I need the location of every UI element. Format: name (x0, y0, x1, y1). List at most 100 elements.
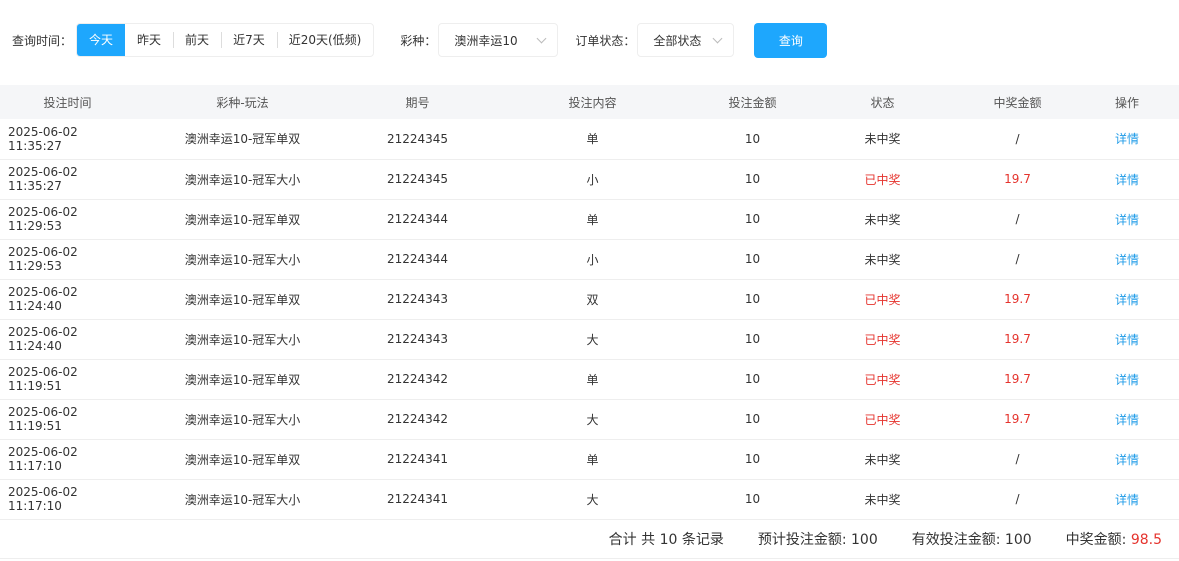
time-option[interactable]: 近7天 (221, 24, 277, 56)
lottery-play: 澳洲幸运10-冠军单双 (135, 119, 350, 160)
expected-value: 100 (851, 531, 878, 548)
table-row: 2025-06-02 11:19:51 澳洲幸运10-冠军单双 21224342 单 1… (0, 359, 1179, 400)
issue-number: 21224342 (350, 399, 485, 440)
lottery-play: 澳洲幸运10-冠军大小 (135, 159, 350, 200)
issue-number: 21224343 (350, 279, 485, 320)
bet-amount: 10 (700, 359, 805, 400)
time-option[interactable]: 今天 (77, 24, 126, 56)
bet-amount: 10 (700, 119, 805, 160)
bet-time: 2025-06-02 11:17:10 (0, 479, 135, 520)
win-amount: / (960, 239, 1075, 280)
win-amount: / (960, 199, 1075, 240)
details-link[interactable]: 详情 (1075, 119, 1179, 160)
valid-label: 有效投注金额: (911, 531, 1005, 548)
lottery-play: 澳洲幸运10-冠军单双 (135, 439, 350, 480)
table-row: 2025-06-02 11:19:51 澳洲幸运10-冠军大小 21224342 大 1… (0, 399, 1179, 440)
lottery-select[interactable]: 澳洲幸运10 (438, 23, 559, 57)
details-link[interactable]: 详情 (1075, 319, 1179, 360)
column-header: 彩种-玩法 (135, 85, 350, 119)
win-label: 中奖金额: (1065, 531, 1131, 548)
bet-content: 大 (485, 479, 700, 520)
status: 已中奖 (805, 359, 960, 400)
win-amount: 19.7 (960, 399, 1075, 440)
status: 已中奖 (805, 399, 960, 440)
bet-content: 大 (485, 319, 700, 360)
bet-time: 2025-06-02 11:35:27 (0, 159, 135, 200)
bet-amount: 10 (700, 279, 805, 320)
table-row: 2025-06-02 11:29:53 澳洲幸运10-冠军大小 21224344 小 1… (0, 239, 1179, 280)
issue-number: 21224344 (350, 239, 485, 280)
bet-time: 2025-06-02 11:29:53 (0, 239, 135, 280)
column-header: 投注内容 (485, 85, 700, 119)
details-link[interactable]: 详情 (1075, 359, 1179, 400)
status-select[interactable]: 全部状态 (637, 23, 735, 57)
column-header: 投注时间 (0, 85, 135, 119)
bet-records-table: 投注时间 彩种-玩法 期号 投注内容 投注金额 状态 中奖金额 操作 2025-06-02 1… (0, 85, 1179, 520)
time-option[interactable]: 近20天(低频) (276, 24, 374, 56)
issue-number: 21224345 (350, 119, 485, 160)
chevron-down-icon (712, 33, 723, 43)
win-amount: 中奖金额: 98.5 (1066, 529, 1162, 549)
details-link[interactable]: 详情 (1075, 279, 1179, 320)
win-amount: / (960, 439, 1075, 480)
lottery-play: 澳洲幸运10-冠军大小 (135, 399, 350, 440)
chevron-down-icon (536, 33, 547, 43)
details-link[interactable]: 详情 (1075, 439, 1179, 480)
status: 未中奖 (805, 479, 960, 520)
time-option[interactable]: 前天 (173, 24, 221, 56)
issue-number: 21224343 (350, 319, 485, 360)
status: 已中奖 (805, 279, 960, 320)
column-header: 投注金额 (700, 85, 805, 119)
issue-number: 21224345 (350, 159, 485, 200)
status: 未中奖 (805, 119, 960, 160)
column-header: 中奖金额 (960, 85, 1075, 119)
issue-number: 21224341 (350, 439, 485, 480)
bet-content: 单 (485, 199, 700, 240)
time-range-segmented: 今天 昨天 前天 近7天 近20天(低频) (76, 23, 375, 57)
details-link[interactable]: 详情 (1075, 199, 1179, 240)
details-link[interactable]: 详情 (1075, 159, 1179, 200)
bet-amount: 10 (700, 199, 805, 240)
bet-time: 2025-06-02 11:29:53 (0, 199, 135, 240)
table-header: 投注时间 彩种-玩法 期号 投注内容 投注金额 状态 中奖金额 操作 (0, 85, 1179, 119)
details-link[interactable]: 详情 (1075, 479, 1179, 520)
time-label: 查询时间： (12, 33, 73, 48)
status: 未中奖 (805, 239, 960, 280)
bet-amount: 10 (700, 439, 805, 480)
expected-label: 预计投注金额: (757, 531, 852, 548)
status-select-value: 全部状态 (653, 33, 702, 48)
table-row: 2025-06-02 11:29:53 澳洲幸运10-冠军单双 21224344 单 1… (0, 199, 1179, 240)
lottery-play: 澳洲幸运10-冠军大小 (135, 319, 350, 360)
table-row: 2025-06-02 11:24:40 澳洲幸运10-冠军单双 21224343 双 1… (0, 279, 1179, 320)
lottery-play: 澳洲幸运10-冠军单双 (135, 279, 350, 320)
issue-number: 21224344 (350, 199, 485, 240)
table-row: 2025-06-02 11:24:40 澳洲幸运10-冠军大小 21224343 大 1… (0, 319, 1179, 360)
status-label: 订单状态： (575, 33, 636, 48)
win-amount: 19.7 (960, 319, 1075, 360)
query-button[interactable]: 查询 (754, 22, 828, 58)
status: 已中奖 (805, 319, 960, 360)
details-link[interactable]: 详情 (1075, 399, 1179, 440)
bet-content: 单 (485, 439, 700, 480)
valid-value: 100 (1004, 531, 1032, 548)
bet-content: 大 (485, 399, 700, 440)
bet-time: 2025-06-02 11:24:40 (0, 279, 135, 320)
bet-content: 小 (485, 239, 700, 280)
summary-bar: 合计 共 10 条记录 预计投注金额: 100 有效投注金额: 100 中奖金额… (0, 519, 1179, 559)
details-link[interactable]: 详情 (1075, 239, 1179, 280)
lottery-label: 彩种： (400, 33, 437, 48)
bet-time: 2025-06-02 11:35:27 (0, 119, 135, 160)
table-row: 2025-06-02 11:17:10 澳洲幸运10-冠军单双 21224341 单 1… (0, 439, 1179, 480)
table-row: 2025-06-02 11:35:27 澳洲幸运10-冠军大小 21224345 小 1… (0, 159, 1179, 200)
time-option[interactable]: 昨天 (137, 33, 162, 47)
bet-time: 2025-06-02 11:19:51 (0, 399, 135, 440)
status: 已中奖 (805, 159, 960, 200)
column-header: 期号 (350, 85, 485, 119)
win-amount: / (960, 479, 1075, 520)
win-amount: / (960, 119, 1075, 160)
bet-content: 单 (485, 359, 700, 400)
issue-number: 21224341 (350, 479, 485, 520)
win-amount: 19.7 (960, 359, 1075, 400)
win-amount: 19.7 (960, 279, 1075, 320)
lottery-select-value: 澳洲幸运10 (454, 33, 518, 48)
